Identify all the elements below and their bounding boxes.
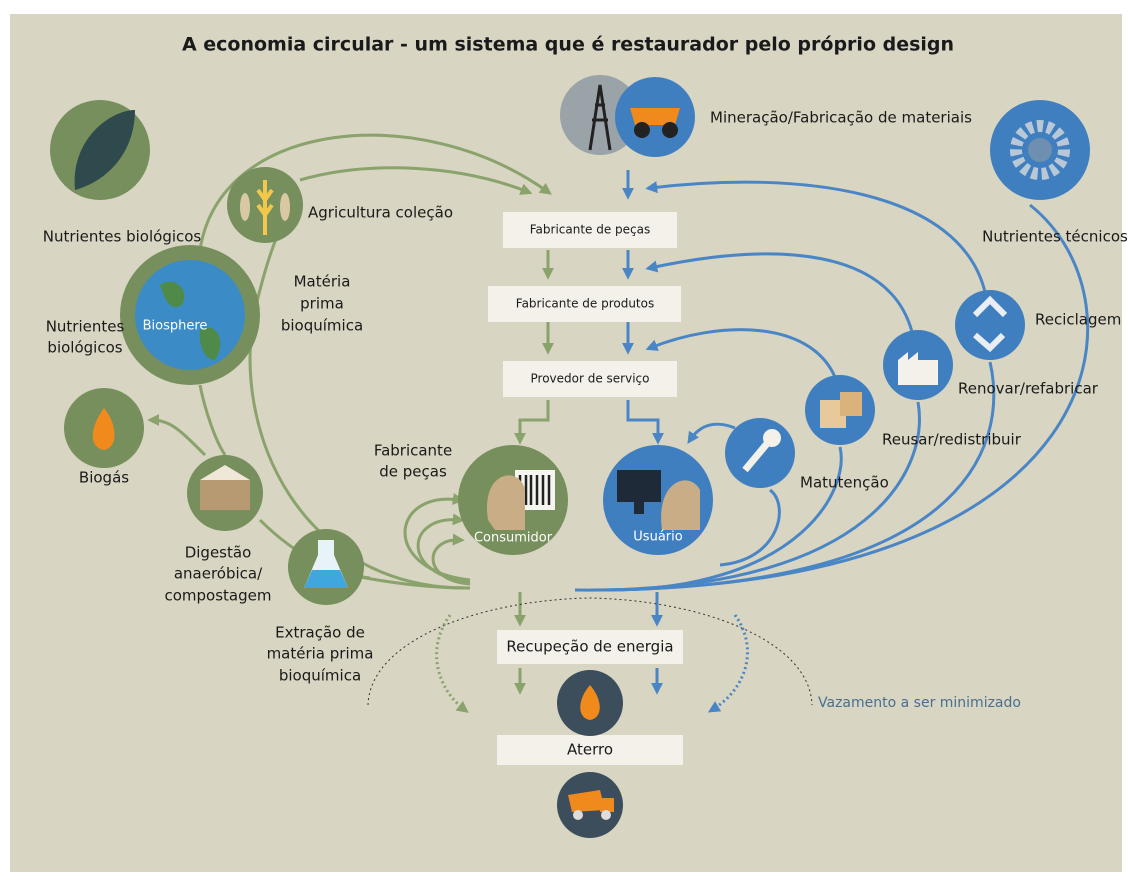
label: Biosphere	[143, 319, 208, 334]
label: Agricultura coleção	[308, 204, 453, 222]
label: Biogás	[79, 469, 129, 487]
diagram: A economia circular - um sistema que é r…	[0, 0, 1132, 887]
label: Mineração/Fabricação de materiais	[710, 109, 972, 127]
label: compostagem	[165, 587, 272, 605]
label: Consumidor	[474, 531, 553, 546]
label: Digestão	[185, 544, 252, 562]
label: Matutenção	[800, 474, 889, 492]
box-label: Fabricante de peças	[530, 223, 651, 237]
label: Reusar/redistribuir	[882, 431, 1022, 449]
label: Nutrientes biológicos	[43, 228, 202, 246]
label: Renovar/refabricar	[958, 380, 1099, 398]
label: Usuário	[633, 530, 682, 545]
landfill-label: Aterro	[567, 741, 613, 759]
label: Fabricante	[374, 442, 452, 460]
box-label: Fabricante de produtos	[516, 297, 654, 311]
label: anaeróbica/	[174, 565, 263, 583]
label: prima	[300, 295, 344, 313]
label: bioquímica	[281, 317, 363, 335]
label: de peças	[379, 463, 447, 481]
label: bioquímica	[279, 667, 361, 685]
title: A economia circular - um sistema que é r…	[182, 34, 954, 56]
label: biológicos	[47, 339, 122, 357]
label: Nutrientes	[46, 318, 125, 336]
label: Reciclagem	[1035, 311, 1121, 329]
label: Extração de	[275, 624, 365, 642]
box-label: Provedor de serviço	[531, 372, 650, 386]
label: Nutrientes técnicos	[982, 228, 1128, 246]
leakage-label: Vazamento a ser minimizado	[818, 695, 1021, 711]
label: Matéria	[294, 273, 351, 291]
label: matéria prima	[267, 645, 374, 663]
energy-recovery-label: Recupeção de energia	[506, 638, 673, 656]
